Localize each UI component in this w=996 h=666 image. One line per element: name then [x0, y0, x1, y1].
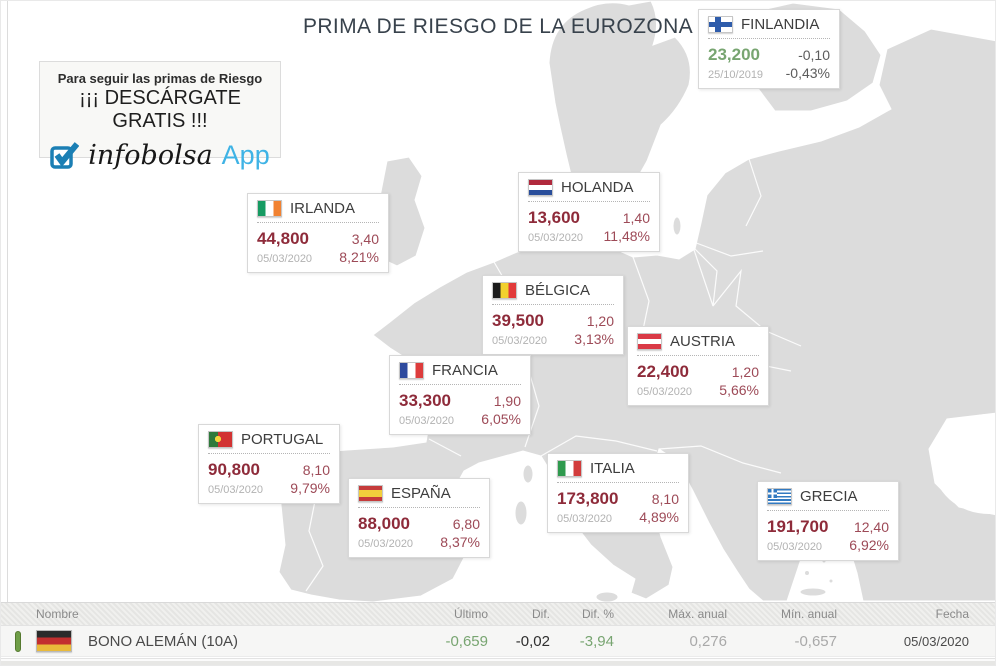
card-last-value: 191,700 [767, 517, 829, 536]
quote-card-belgica[interactable]: BÉLGICA 39,500 1,20 05/03/2020 3,13% [482, 275, 624, 355]
row-instrument-name: BONO ALEMÁN (10A) [88, 632, 239, 650]
quote-card-irlanda[interactable]: IRLANDA 44,800 3,40 05/03/2020 8,21% [247, 193, 389, 273]
column-header-fecha: Fecha [935, 607, 969, 621]
card-country-name: BÉLGICA [525, 282, 591, 299]
card-date: 05/03/2020 [257, 253, 313, 265]
card-country-name: FINLANDIA [741, 16, 820, 33]
card-date: 05/03/2020 [637, 386, 693, 398]
quotes-table: Nombre Último Dif. Dif. % Máx. anual Mín… [1, 602, 995, 657]
card-diff-value: 1,20 [586, 313, 614, 329]
card-diff-value: 6,80 [452, 516, 480, 532]
card-country-name: HOLANDA [561, 179, 634, 196]
portugal-flag-icon [208, 431, 233, 448]
card-diff-percent: 6,05% [481, 411, 521, 427]
card-diff-percent: 8,21% [339, 249, 379, 265]
page-title: PRIMA DE RIESGO DE LA EUROZONA [302, 15, 694, 38]
card-last-value: 88,000 [358, 514, 410, 533]
card-date: 05/03/2020 [528, 232, 584, 244]
card-diff-percent: 5,66% [719, 382, 759, 398]
quote-card-grecia[interactable]: GRECIA 191,700 12,40 05/03/2020 6,92% [757, 481, 899, 561]
quote-card-francia[interactable]: FRANCIA 33,300 1,90 05/03/2020 6,05% [389, 355, 531, 435]
card-diff-value: 8,10 [302, 462, 330, 478]
promo-line1: Para seguir las primas de Riesgo [57, 71, 263, 86]
promo-line2: ¡¡¡ DESCÁRGATE GRATIS !!! [79, 87, 241, 132]
quote-card-austria[interactable]: AUSTRIA 22,400 1,20 05/03/2020 5,66% [627, 326, 769, 406]
column-header-dif: Dif. [532, 607, 550, 621]
column-header-nombre: Nombre [36, 607, 79, 621]
card-last-value: 23,200 [708, 45, 760, 64]
card-last-value: 173,800 [557, 489, 619, 508]
card-date: 05/03/2020 [557, 513, 613, 525]
infobolsa-app-label: App [221, 140, 270, 170]
card-date: 05/03/2020 [358, 538, 414, 550]
card-date: 05/03/2020 [767, 541, 823, 553]
row-max-anual: 0,276 [689, 632, 727, 650]
card-country-name: FRANCIA [432, 362, 498, 379]
column-header-dif-pct: Dif. % [581, 607, 614, 621]
row-dif: -0,02 [515, 632, 550, 650]
card-last-value: 13,600 [528, 208, 580, 227]
card-country-name: PORTUGAL [241, 431, 324, 448]
row-ultimo: -0,659 [445, 632, 488, 650]
row-indicator-pill [15, 630, 21, 652]
column-header-max-anual: Máx. anual [668, 607, 727, 621]
card-date: 05/03/2020 [208, 484, 264, 496]
column-header-ultimo: Último [453, 607, 488, 621]
column-header-min-anual: Mín. anual [780, 607, 837, 621]
belgium-flag-icon [492, 282, 517, 299]
card-country-name: ITALIA [590, 460, 635, 477]
infobolsa-brand: infobolsa [88, 140, 213, 171]
card-diff-percent: 11,48% [603, 228, 650, 244]
row-dif-pct: -3,94 [579, 632, 614, 650]
card-last-value: 90,800 [208, 460, 260, 479]
card-diff-value: 12,40 [853, 519, 889, 535]
card-country-name: ESPAÑA [391, 485, 451, 502]
card-diff-value: 8,10 [651, 491, 679, 507]
quote-card-finlandia[interactable]: FINLANDIA 23,200 -0,10 25/10/2019 -0,43% [698, 9, 840, 89]
card-date: 25/10/2019 [708, 69, 764, 81]
finland-flag-icon [708, 16, 733, 33]
row-min-anual: -0,657 [794, 632, 837, 650]
quote-card-holanda[interactable]: HOLANDA 13,600 1,40 05/03/2020 11,48% [518, 172, 660, 252]
card-country-name: AUSTRIA [670, 333, 736, 350]
quote-card-portugal[interactable]: PORTUGAL 90,800 8,10 05/03/2020 9,79% [198, 424, 340, 504]
card-diff-percent: 9,79% [290, 480, 330, 496]
page-left-rule [7, 1, 8, 602]
france-flag-icon [399, 362, 424, 379]
card-last-value: 33,300 [399, 391, 451, 410]
card-diff-percent: 6,92% [849, 537, 889, 553]
card-diff-percent: 8,37% [440, 534, 480, 550]
card-diff-value: 1,40 [622, 210, 650, 226]
checkbox-check-icon [50, 142, 80, 169]
promo-box[interactable]: Para seguir las primas de Riesgo ¡¡¡ DES… [39, 61, 281, 171]
footer-strip [1, 658, 995, 665]
card-date: 05/03/2020 [399, 415, 455, 427]
quote-card-italia[interactable]: ITALIA 173,800 8,10 05/03/2020 4,89% [547, 453, 689, 533]
card-country-name: IRLANDA [290, 200, 356, 217]
table-row-bono-aleman[interactable]: BONO ALEMÁN (10A) -0,659 -0,02 -3,94 0,2… [1, 626, 995, 657]
card-diff-percent: 4,89% [639, 509, 679, 525]
netherlands-flag-icon [528, 179, 553, 196]
row-fecha: 05/03/2020 [903, 633, 969, 649]
card-country-name: GRECIA [800, 488, 858, 505]
card-last-value: 44,800 [257, 229, 309, 248]
spain-flag-icon [358, 485, 383, 502]
austria-flag-icon [637, 333, 662, 350]
card-date: 05/03/2020 [492, 335, 548, 347]
table-header-row: Nombre Último Dif. Dif. % Máx. anual Mín… [1, 602, 995, 626]
card-last-value: 39,500 [492, 311, 544, 330]
italy-flag-icon [557, 460, 582, 477]
greece-flag-icon [767, 488, 792, 505]
germany-flag-icon [36, 630, 72, 652]
card-diff-percent: -0,43% [785, 65, 830, 81]
card-diff-value: -0,10 [798, 47, 830, 63]
card-diff-value: 3,40 [351, 231, 379, 247]
card-last-value: 22,400 [637, 362, 689, 381]
card-diff-percent: 3,13% [574, 331, 614, 347]
card-diff-value: 1,90 [493, 393, 521, 409]
ireland-flag-icon [257, 200, 282, 217]
card-diff-value: 1,20 [731, 364, 759, 380]
quote-card-espana[interactable]: ESPAÑA 88,000 6,80 05/03/2020 8,37% [348, 478, 490, 558]
